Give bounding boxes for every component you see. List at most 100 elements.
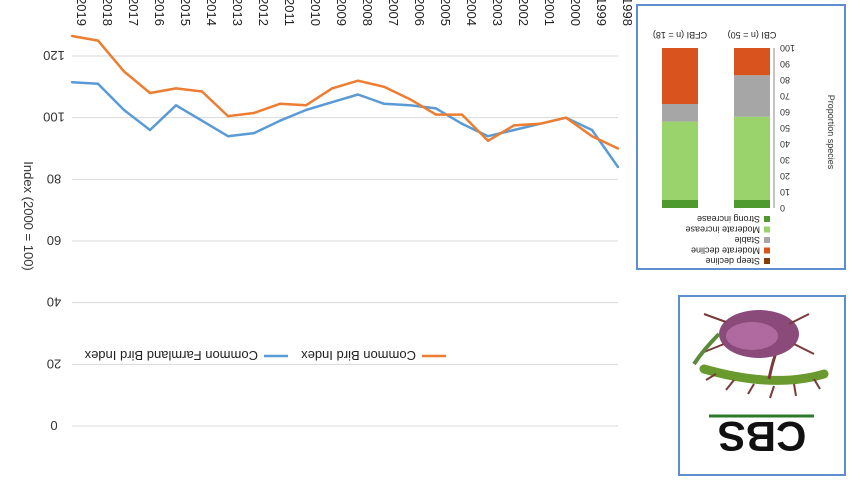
series-point — [434, 113, 438, 116]
series-line-1 — [71, 34, 619, 150]
chart-gridlines — [72, 55, 618, 427]
x-tick-label: 2005 — [438, 0, 453, 26]
series-point — [512, 128, 516, 132]
x-tick-label: 2013 — [230, 0, 245, 26]
series-point — [408, 97, 412, 101]
series-point — [434, 107, 438, 110]
x-tick-label: 1999 — [594, 0, 609, 26]
chart-series-lines — [70, 34, 620, 169]
series-point — [616, 147, 620, 150]
x-tick-label: 2017 — [126, 0, 141, 26]
x-tick-label: 2003 — [490, 0, 505, 26]
inset-y-tick-label: 100 — [780, 43, 795, 53]
series-point — [70, 81, 74, 84]
series-point — [174, 87, 178, 90]
inset-legend-label: Steep decline — [705, 256, 760, 266]
y-axis-label: Index (2000 = 100) — [21, 161, 36, 271]
series-point — [538, 122, 542, 126]
y-tick-label: 60 — [47, 233, 61, 248]
series-point — [590, 134, 594, 138]
series-point — [96, 82, 100, 85]
x-tick-label: 2010 — [308, 0, 323, 26]
x-tick-label: 2011 — [282, 0, 297, 26]
inset-y-axis-label: Proportion species — [826, 95, 836, 170]
inset-legend-label: Moderate decline — [691, 246, 760, 256]
inset-legend-swatch — [764, 258, 770, 264]
series-point — [616, 165, 620, 169]
x-tick-label: 2016 — [152, 0, 167, 26]
inset-legend-label: Moderate increase — [685, 225, 760, 235]
inset-legend-swatch — [764, 237, 770, 243]
series-point — [460, 122, 464, 126]
x-axis-ticks: 1998 1999 2000 2001 2002 2003 2004 2005 2006 2007… — [74, 0, 635, 26]
series-point — [122, 108, 126, 112]
inset-legend-swatch — [764, 226, 770, 233]
series-point — [486, 134, 490, 138]
inset-y-tick-label: 0 — [780, 203, 785, 213]
series-point — [252, 131, 256, 135]
inset-legend-swatch — [764, 247, 770, 254]
series-point — [70, 34, 74, 38]
inset-bar-segment — [662, 104, 698, 122]
inset-bar-segment — [662, 200, 698, 208]
series-point — [512, 124, 516, 127]
series-point — [226, 134, 230, 138]
series-point — [96, 39, 100, 42]
inset-y-tick-label: 50 — [780, 123, 790, 133]
y-tick-label: 0 — [50, 418, 57, 433]
series-point — [200, 90, 204, 93]
x-tick-label: 2014 — [204, 0, 219, 26]
inset-y-tick-label: 70 — [780, 91, 790, 101]
series-point — [356, 79, 360, 82]
inset-category-labels: CBI (n = 50) CFBI (n = 18) — [653, 30, 777, 40]
series-point — [278, 119, 282, 122]
legend-label: Common Farmland Bird Index — [84, 348, 258, 363]
x-tick-label: 2009 — [334, 0, 349, 26]
y-tick-label: 40 — [47, 295, 61, 310]
thistle-flower-icon — [692, 310, 815, 366]
series-point — [148, 128, 152, 132]
y-axis-ticks: 0 20 40 60 80 100 120 — [43, 48, 65, 433]
cbs-logo: CBS — [692, 310, 829, 460]
series-point — [356, 93, 360, 96]
x-tick-label: 1998 — [620, 0, 635, 26]
inset-legend-swatch — [764, 216, 770, 222]
x-tick-label: 2018 — [100, 0, 115, 26]
series-point — [174, 104, 178, 107]
inset-y-tick-label: 30 — [780, 155, 790, 165]
inset-bar-segment — [734, 48, 770, 76]
y-tick-label: 120 — [43, 48, 65, 63]
cbs-logo-box: CBS — [678, 295, 846, 476]
inset-category-label: CFBI (n = 18) — [653, 30, 707, 40]
series-point — [382, 102, 386, 105]
legend-label: Common Bird Index — [301, 348, 416, 363]
inset-chart-box: Steep decline Moderate decline Stable Moder… — [636, 4, 846, 270]
inset-category-label: CBI (n = 50) — [728, 30, 777, 40]
inset-legend-label: Stable — [734, 235, 760, 245]
series-line-0 — [71, 80, 620, 168]
x-tick-label: 2012 — [256, 0, 271, 26]
inset-legend-label: Strong increase — [697, 214, 760, 224]
series-point — [252, 111, 256, 115]
inset-bar-segment — [662, 48, 698, 104]
x-tick-label: 2008 — [360, 0, 375, 26]
series-point — [122, 70, 126, 73]
inset-y-tick-label: 90 — [780, 59, 790, 69]
x-tick-label: 2015 — [178, 0, 193, 26]
x-tick-label: 2004 — [464, 0, 479, 26]
series-point — [564, 116, 568, 119]
inset-bar-segment — [734, 75, 770, 117]
y-tick-label: 20 — [47, 356, 61, 371]
series-point — [304, 108, 308, 112]
logo-text: CBS — [718, 413, 807, 460]
x-tick-label: 2000 — [568, 0, 583, 26]
inset-y-tick-label: 60 — [780, 107, 790, 117]
y-tick-label: 80 — [47, 171, 61, 186]
inset-y-tick-label: 80 — [780, 75, 790, 85]
series-point — [200, 119, 204, 122]
series-point — [226, 114, 230, 118]
inset-y-tick-label: 40 — [780, 139, 790, 149]
